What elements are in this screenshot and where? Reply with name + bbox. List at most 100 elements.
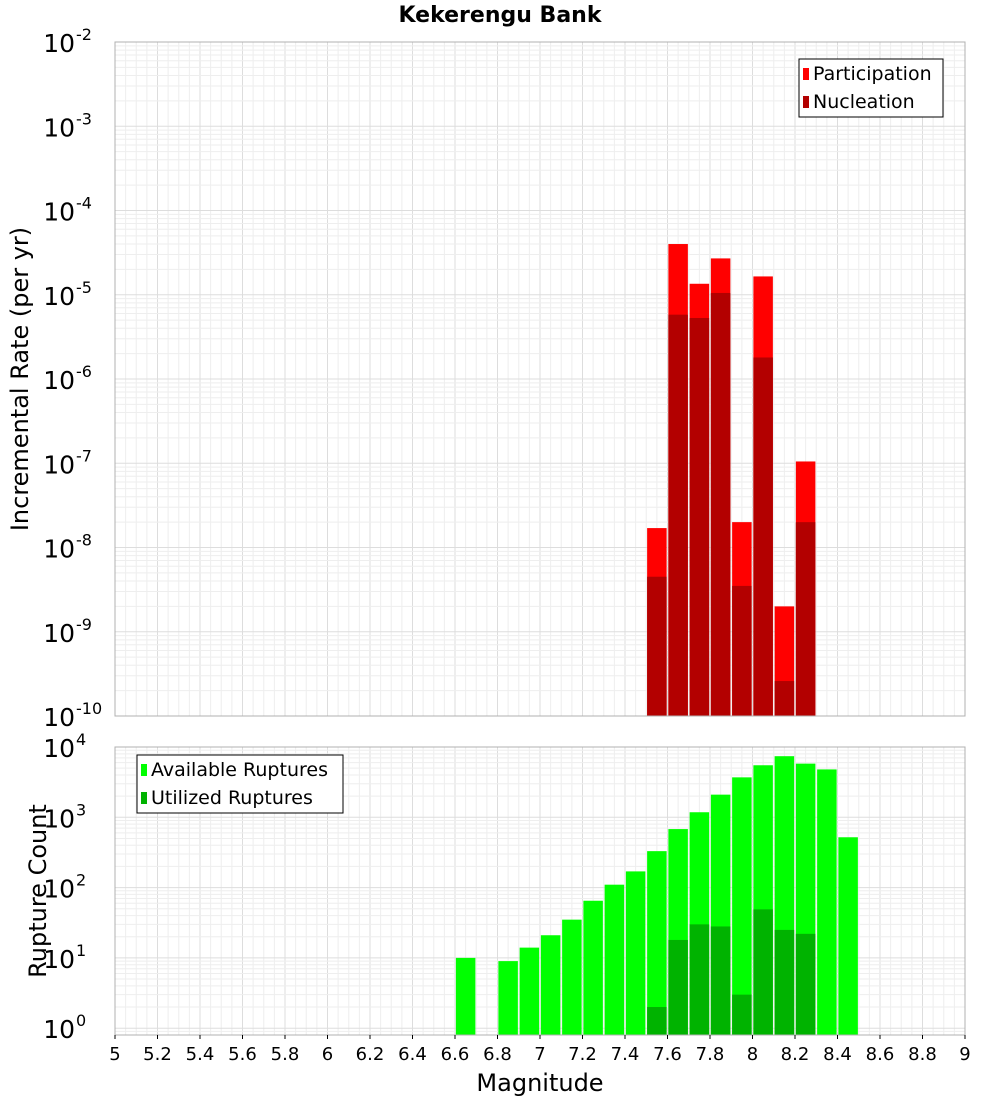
- y-tick-base: 10: [43, 619, 75, 648]
- bar-available-ruptures: [540, 935, 561, 1035]
- y-axis-label-bottom: Rupture Count: [24, 804, 52, 978]
- y-tick-exponent: 1: [76, 941, 86, 960]
- y-tick-base: 10: [43, 535, 75, 564]
- y-tick-label: 10: [43, 113, 75, 142]
- y-tick-base: 10: [43, 945, 75, 974]
- bar-utilized-ruptures: [753, 909, 773, 1035]
- bar-available-ruptures: [455, 957, 476, 1035]
- bar-utilized-ruptures: [795, 933, 816, 1035]
- y-tick-label: 10: [43, 29, 75, 58]
- bar-available-ruptures: [838, 837, 858, 1035]
- x-tick-label: 7.2: [568, 1044, 597, 1065]
- y-tick-base: 10: [43, 1015, 75, 1044]
- y-tick-exponent: -4: [76, 194, 92, 213]
- x-tick-label: 7.8: [696, 1044, 725, 1065]
- y-tick-base: 10: [43, 366, 75, 395]
- chart-title: Kekerengu Bank: [399, 3, 603, 28]
- bar-utilized-ruptures: [732, 994, 752, 1035]
- bar-utilized-ruptures: [710, 926, 731, 1035]
- y-tick-exponent: -2: [76, 25, 92, 44]
- bar-available-ruptures: [604, 884, 625, 1035]
- bar-utilized-ruptures: [647, 1007, 667, 1035]
- x-tick-label: 5.4: [186, 1044, 215, 1065]
- y-tick-label: 10: [43, 875, 75, 904]
- y-tick-exponent: -6: [76, 362, 92, 381]
- x-tick-label: 5.2: [143, 1044, 172, 1065]
- x-tick-label: 6: [322, 1044, 333, 1065]
- y-tick-label: 10: [43, 1015, 75, 1044]
- y-tick-exponent: 0: [76, 1011, 86, 1030]
- y-tick-base: 10: [43, 734, 75, 763]
- legend-label: Utilized Ruptures: [151, 787, 313, 809]
- bar-nucleation: [668, 314, 688, 716]
- bar-nucleation: [689, 317, 710, 716]
- plot-frame-0: [114, 41, 966, 717]
- legend-label: Available Ruptures: [151, 759, 328, 781]
- y-tick-base: 10: [43, 282, 75, 311]
- y-tick-base: 10: [43, 198, 75, 227]
- x-tick-label: 8.2: [781, 1044, 810, 1065]
- bar-utilized-ruptures: [689, 924, 710, 1035]
- bar-nucleation: [732, 585, 752, 716]
- x-tick-label: 5.8: [271, 1044, 300, 1065]
- y-tick-label: 10: [43, 535, 75, 564]
- legend-label: Nucleation: [813, 91, 915, 113]
- bar-available-ruptures: [519, 947, 540, 1035]
- y-tick-label: 10: [43, 366, 75, 395]
- x-tick-label: 5.6: [228, 1044, 257, 1065]
- grid-panel-0: [114, 41, 966, 717]
- y-tick-exponent: -7: [76, 446, 92, 465]
- bar-nucleation: [710, 292, 731, 716]
- bar-available-ruptures: [562, 919, 582, 1035]
- x-tick-label: 6.4: [398, 1044, 427, 1065]
- x-tick-label: 6.2: [356, 1044, 385, 1065]
- bar-utilized-ruptures: [668, 939, 688, 1035]
- bar-nucleation: [795, 522, 816, 716]
- bar-available-ruptures: [732, 777, 752, 1035]
- y-tick-exponent: -5: [76, 278, 92, 297]
- y-tick-base: 10: [43, 29, 75, 58]
- x-axis-label: Magnitude: [476, 1069, 603, 1097]
- x-tick-label: 8.6: [866, 1044, 895, 1065]
- bar-available-ruptures: [625, 871, 646, 1035]
- bar-available-ruptures: [498, 961, 518, 1035]
- series-utilized-ruptures: [647, 909, 816, 1035]
- y-tick-label: 10: [43, 619, 75, 648]
- legend-swatch: [141, 764, 147, 776]
- bar-available-ruptures: [583, 900, 603, 1035]
- y-tick-exponent: 3: [76, 800, 86, 819]
- y-tick-label: 10: [43, 450, 75, 479]
- y-tick-base: 10: [43, 804, 75, 833]
- y-tick-base: 10: [43, 450, 75, 479]
- bar-utilized-ruptures: [774, 929, 795, 1035]
- bar-available-ruptures: [647, 851, 667, 1035]
- y-tick-exponent: -9: [76, 615, 92, 634]
- bar-available-ruptures: [817, 769, 837, 1035]
- x-tick-label: 7: [534, 1044, 545, 1065]
- bar-nucleation: [774, 681, 795, 716]
- x-tick-label: 8.4: [823, 1044, 852, 1065]
- y-tick-label: 10: [43, 734, 75, 763]
- legend-label: Participation: [813, 63, 932, 85]
- series-nucleation: [647, 292, 816, 716]
- y-axis-label-top: Incremental Rate (per yr): [6, 227, 34, 531]
- y-tick-label: 10: [43, 198, 75, 227]
- x-tick-label: 9: [959, 1044, 970, 1065]
- legend-box: [798, 58, 944, 118]
- y-tick-exponent: -10: [76, 699, 102, 718]
- x-tick-label: 6.8: [483, 1044, 512, 1065]
- y-tick-base: 10: [43, 703, 75, 732]
- x-tick-label: 8: [747, 1044, 758, 1065]
- bar-nucleation: [753, 357, 773, 716]
- y-tick-exponent: -8: [76, 531, 92, 550]
- y-tick-exponent: 4: [76, 730, 86, 749]
- x-tick-label: 6.6: [441, 1044, 470, 1065]
- legend-0: Participation Nucleation: [798, 58, 944, 118]
- y-tick-exponent: -3: [76, 109, 92, 128]
- y-tick-label: 10: [43, 804, 75, 833]
- y-tick-base: 10: [43, 875, 75, 904]
- y-tick-label: 10: [43, 703, 75, 732]
- y-tick-exponent: 2: [76, 871, 86, 890]
